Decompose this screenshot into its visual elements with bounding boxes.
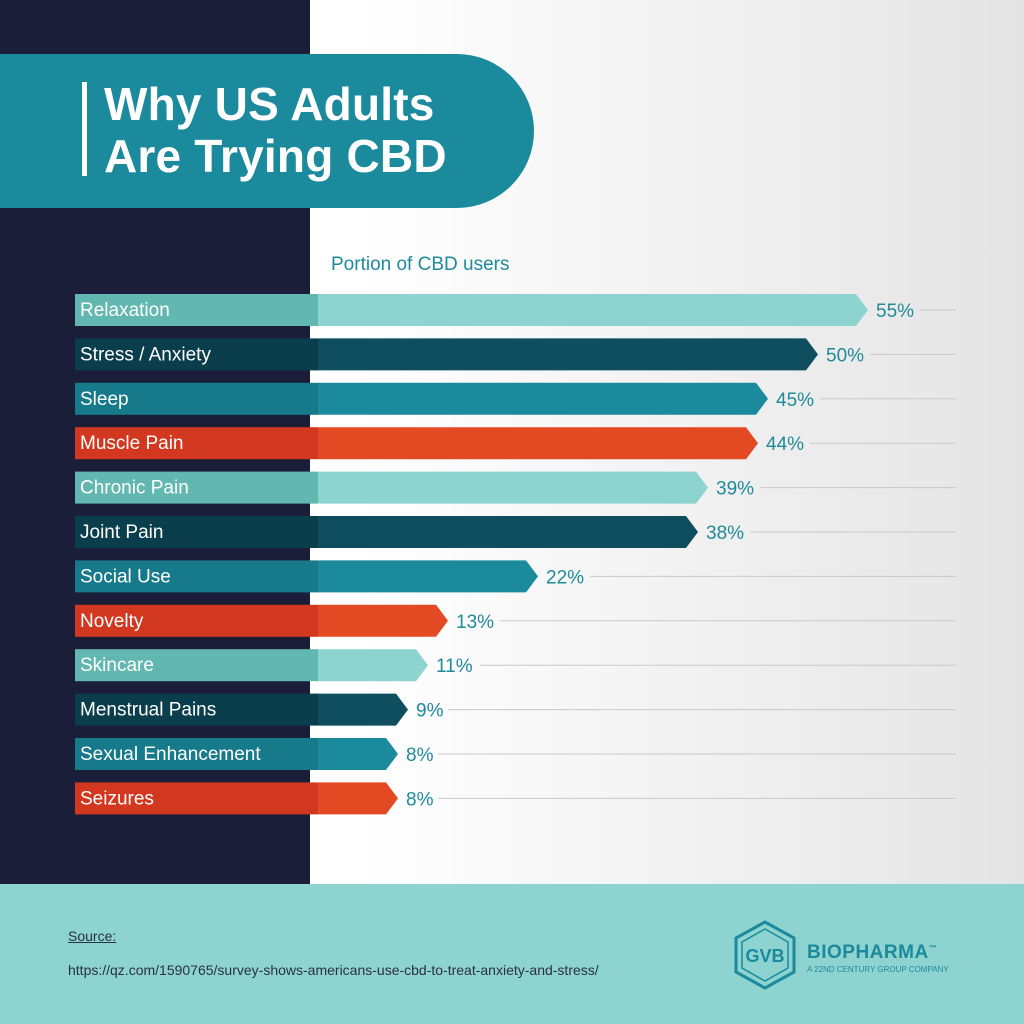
bar: [318, 782, 398, 815]
logo-brand: BIOPHARMA™: [807, 942, 938, 963]
value-label: 55%: [876, 301, 914, 322]
value-label: 13%: [456, 612, 494, 633]
title-line-2: Are Trying CBD: [104, 130, 447, 182]
category-label-box: [75, 738, 318, 770]
value-label: 39%: [716, 479, 754, 500]
title-line-1: Why US Adults: [104, 78, 435, 130]
category-label: Joint Pain: [80, 522, 163, 543]
value-label: 8%: [406, 789, 434, 810]
category-label-box: [75, 693, 318, 726]
category-label-box: [75, 382, 318, 415]
value-label: 9%: [416, 701, 444, 722]
company-logo: GVB BIOPHARMA™ A 22ND CENTURY GROUP COMP…: [733, 920, 973, 990]
footer: [0, 884, 1024, 1024]
value-label: 8%: [406, 745, 434, 766]
category-label-box: [75, 560, 318, 593]
bar: [318, 294, 868, 326]
bar: [318, 738, 398, 770]
value-label: 50%: [826, 345, 864, 366]
category-label-box: [75, 427, 318, 460]
source-url[interactable]: https://qz.com/1590765/survey-shows-amer…: [68, 962, 599, 978]
bar: [318, 649, 428, 682]
bar: [318, 382, 768, 415]
category-label: Seizures: [80, 788, 154, 809]
category-label-box: [75, 649, 318, 682]
bar: [318, 560, 538, 593]
category-label: Sleep: [80, 389, 129, 410]
hexagon-logo-icon: GVB: [734, 920, 796, 990]
bar: [318, 338, 818, 371]
category-label-box: [75, 294, 318, 326]
bar-chart: Relaxation 55% Stress / Anxiety 50% Sleep 45%…: [75, 294, 956, 815]
value-label: 11%: [436, 656, 473, 677]
logo-tagline: A 22ND CENTURY GROUP COMPANY: [807, 965, 949, 974]
bar: [318, 604, 448, 637]
value-label: 38%: [706, 523, 744, 544]
value-label: 45%: [776, 390, 814, 411]
bar: [318, 693, 408, 726]
bar: [318, 471, 708, 504]
category-label-box: [75, 471, 318, 504]
logo-mark: GVB: [745, 946, 784, 966]
category-label: Chronic Pain: [80, 478, 189, 499]
category-label: Social Use: [80, 566, 171, 587]
value-label: 22%: [546, 567, 584, 588]
bar: [318, 427, 758, 460]
category-label: Sexual Enhancement: [80, 744, 261, 765]
category-label-box: [75, 516, 318, 548]
category-label-box: [75, 604, 318, 637]
category-label: Muscle Pain: [80, 433, 184, 454]
category-label: Menstrual Pains: [80, 700, 216, 721]
axis-caption: Portion of CBD users: [331, 254, 510, 275]
category-label: Novelty: [80, 611, 144, 632]
title-accent-bar: [82, 82, 87, 176]
source-label: Source:: [68, 928, 117, 944]
bar: [318, 516, 698, 548]
category-label: Stress / Anxiety: [80, 344, 211, 365]
category-label-box: [75, 338, 318, 371]
category-label: Skincare: [80, 655, 154, 676]
title-banner: [0, 54, 534, 208]
category-label: Relaxation: [80, 300, 170, 321]
category-label-box: [75, 782, 318, 815]
value-label: 44%: [766, 434, 804, 455]
